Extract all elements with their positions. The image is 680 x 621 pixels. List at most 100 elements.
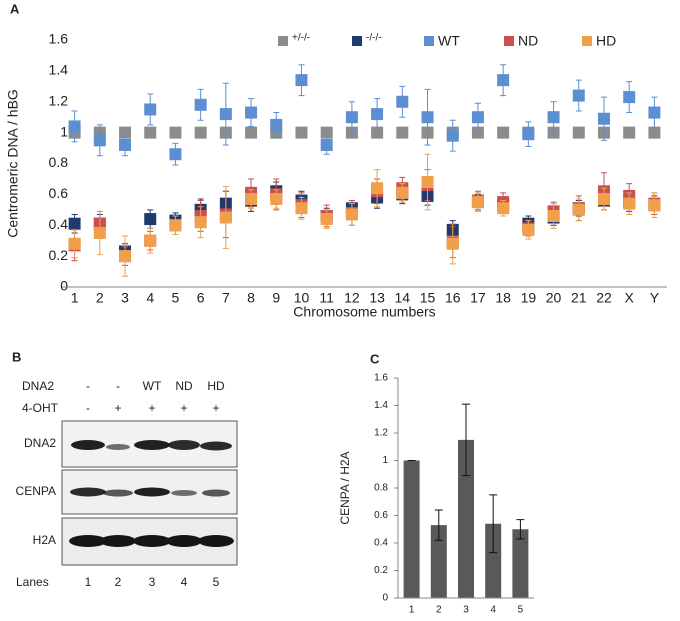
point xyxy=(471,196,484,209)
y-tick-label: 0.8 xyxy=(374,483,388,494)
x-tick-label: 18 xyxy=(495,290,511,306)
condition-value: ND xyxy=(175,379,193,393)
point xyxy=(194,98,207,111)
x-tick-label: 15 xyxy=(420,290,436,306)
legend-label: -/-/- xyxy=(366,33,382,44)
point xyxy=(446,129,459,142)
legend-label: +/-/- xyxy=(292,33,310,44)
point xyxy=(547,209,560,222)
band xyxy=(171,490,197,496)
condition-value: + xyxy=(148,401,155,415)
point xyxy=(68,120,81,133)
legend-swatch xyxy=(582,36,592,46)
point xyxy=(320,138,333,151)
point xyxy=(471,111,484,124)
band xyxy=(133,535,171,547)
point xyxy=(169,219,182,232)
x-tick-label: 6 xyxy=(197,290,205,306)
y-tick-label: 0.2 xyxy=(374,565,388,576)
y-tick-label: 0.8 xyxy=(49,154,69,170)
x-tick-label: 10 xyxy=(294,290,310,306)
lane-number: 5 xyxy=(213,575,220,589)
band xyxy=(134,440,170,450)
lane-number: 3 xyxy=(149,575,156,589)
x-tick-label: 4 xyxy=(146,290,154,306)
y-tick-label: 1.6 xyxy=(49,31,69,47)
x-tick-label: 8 xyxy=(247,290,255,306)
condition-label: 4-OHT xyxy=(22,401,59,415)
point xyxy=(522,223,535,236)
point xyxy=(572,203,585,216)
point xyxy=(194,216,207,229)
x-tick-label: 1 xyxy=(409,605,415,616)
bar xyxy=(512,529,529,598)
x-tick-label: 5 xyxy=(518,605,524,616)
y-tick-label: 0.6 xyxy=(49,185,69,201)
point xyxy=(471,126,484,139)
point xyxy=(648,106,661,119)
point xyxy=(119,138,132,151)
point xyxy=(345,208,358,221)
x-tick-label: 2 xyxy=(96,290,104,306)
legend-swatch xyxy=(352,36,362,46)
legend-swatch xyxy=(278,36,288,46)
point xyxy=(169,148,182,161)
band-label: CENPA xyxy=(16,484,56,498)
y-tick-label: 1 xyxy=(382,455,388,466)
band xyxy=(103,489,133,497)
point xyxy=(396,186,409,199)
point xyxy=(219,211,232,224)
x-tick-label: 14 xyxy=(395,290,411,306)
x-tick-label: 19 xyxy=(521,290,537,306)
point xyxy=(68,237,81,250)
point xyxy=(245,106,258,119)
legend-swatch xyxy=(504,36,514,46)
y-tick-label: 0.4 xyxy=(49,216,69,232)
point xyxy=(572,126,585,139)
point xyxy=(144,213,157,226)
point xyxy=(245,193,258,206)
point xyxy=(371,108,384,121)
point xyxy=(144,103,157,116)
point xyxy=(396,126,409,139)
x-tick-label: 7 xyxy=(222,290,230,306)
band xyxy=(198,535,234,547)
y-tick-label: 1.2 xyxy=(49,92,69,108)
y-tick-label: 1.6 xyxy=(374,373,388,384)
bar xyxy=(485,523,502,598)
y-tick-label: 0 xyxy=(60,278,68,294)
bar xyxy=(458,439,474,598)
point xyxy=(497,202,510,215)
error-bar xyxy=(516,519,525,540)
error-bar xyxy=(489,494,498,554)
condition-value: + xyxy=(212,401,219,415)
x-tick-label: 21 xyxy=(571,290,587,306)
point xyxy=(623,197,636,210)
x-tick-label: 1 xyxy=(71,290,79,306)
point xyxy=(295,202,308,215)
point xyxy=(119,126,132,139)
point xyxy=(144,126,157,139)
point xyxy=(522,128,535,141)
band-label: H2A xyxy=(33,533,56,547)
band-label: DNA2 xyxy=(24,436,56,450)
x-tick-label: 3 xyxy=(463,605,469,616)
x-tick-label: 13 xyxy=(369,290,385,306)
point xyxy=(93,134,106,147)
lane-number: 1 xyxy=(85,575,92,589)
point xyxy=(497,126,510,139)
point xyxy=(245,126,258,139)
x-tick-label: 4 xyxy=(490,605,496,616)
condition-value: HD xyxy=(207,379,225,393)
panel-label: A xyxy=(10,1,20,16)
y-tick-label: 1 xyxy=(60,123,68,139)
condition-value: WT xyxy=(143,379,162,393)
condition-value: - xyxy=(116,379,120,393)
bar xyxy=(403,460,420,598)
x-tick-label: 22 xyxy=(596,290,612,306)
bands xyxy=(69,440,234,547)
y-tick-label: 1.4 xyxy=(49,62,69,78)
point xyxy=(194,126,207,139)
point xyxy=(446,237,459,250)
